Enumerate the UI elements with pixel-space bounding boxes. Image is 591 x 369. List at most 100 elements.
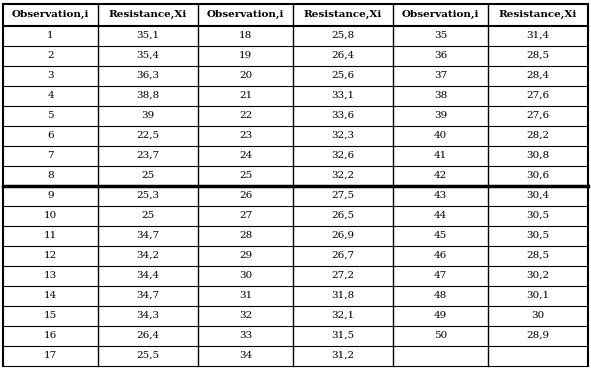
Text: 34,2: 34,2: [137, 251, 160, 260]
Text: 8: 8: [47, 171, 54, 180]
Text: 36: 36: [434, 51, 447, 60]
Text: 28,2: 28,2: [527, 131, 550, 140]
Text: 25: 25: [141, 211, 155, 220]
Text: 41: 41: [434, 151, 447, 160]
Text: 26,4: 26,4: [137, 331, 160, 340]
Text: Observation,i: Observation,i: [12, 10, 89, 19]
Text: 19: 19: [239, 51, 252, 60]
Text: 15: 15: [44, 311, 57, 320]
Text: 30,5: 30,5: [527, 231, 550, 240]
Text: 49: 49: [434, 311, 447, 320]
Text: 42: 42: [434, 171, 447, 180]
Text: 35: 35: [434, 31, 447, 40]
Text: Resistance,Xi: Resistance,Xi: [109, 10, 187, 19]
Text: 30,1: 30,1: [527, 291, 550, 300]
Text: 26,7: 26,7: [332, 251, 355, 260]
Text: 26,9: 26,9: [332, 231, 355, 240]
Text: 31,2: 31,2: [332, 351, 355, 360]
Text: 32: 32: [239, 311, 252, 320]
Text: 32,1: 32,1: [332, 311, 355, 320]
Text: 25: 25: [141, 171, 155, 180]
Text: 27: 27: [239, 211, 252, 220]
Text: 39: 39: [141, 111, 155, 120]
Text: 4: 4: [47, 91, 54, 100]
Text: 30,6: 30,6: [527, 171, 550, 180]
Text: 48: 48: [434, 291, 447, 300]
Text: 33: 33: [239, 331, 252, 340]
Text: 27,6: 27,6: [527, 91, 550, 100]
Text: 29: 29: [239, 251, 252, 260]
Text: 2: 2: [47, 51, 54, 60]
Text: 30,2: 30,2: [527, 271, 550, 280]
Text: 21: 21: [239, 91, 252, 100]
Text: 34,4: 34,4: [137, 271, 160, 280]
Text: 27,2: 27,2: [332, 271, 355, 280]
Text: 25,3: 25,3: [137, 191, 160, 200]
Text: 13: 13: [44, 271, 57, 280]
Text: 23,7: 23,7: [137, 151, 160, 160]
Text: 26: 26: [239, 191, 252, 200]
Text: 28: 28: [239, 231, 252, 240]
Text: 17: 17: [44, 351, 57, 360]
Text: 33,1: 33,1: [332, 91, 355, 100]
Text: Observation,i: Observation,i: [402, 10, 479, 19]
Text: 30,5: 30,5: [527, 211, 550, 220]
Text: 26,5: 26,5: [332, 211, 355, 220]
Text: 39: 39: [434, 111, 447, 120]
Text: 27,5: 27,5: [332, 191, 355, 200]
Text: 34,7: 34,7: [137, 291, 160, 300]
Text: 40: 40: [434, 131, 447, 140]
Text: 1: 1: [47, 31, 54, 40]
Text: 31,5: 31,5: [332, 331, 355, 340]
Text: 28,4: 28,4: [527, 71, 550, 80]
Text: 23: 23: [239, 131, 252, 140]
Text: 28,5: 28,5: [527, 51, 550, 60]
Text: 6: 6: [47, 131, 54, 140]
Text: 3: 3: [47, 71, 54, 80]
Text: 38: 38: [434, 91, 447, 100]
Text: 25: 25: [239, 171, 252, 180]
Text: 35,4: 35,4: [137, 51, 160, 60]
Text: 30,8: 30,8: [527, 151, 550, 160]
Text: 12: 12: [44, 251, 57, 260]
Text: 32,6: 32,6: [332, 151, 355, 160]
Text: 26,4: 26,4: [332, 51, 355, 60]
Text: 34,3: 34,3: [137, 311, 160, 320]
Text: 31: 31: [239, 291, 252, 300]
Text: 32,3: 32,3: [332, 131, 355, 140]
Text: 35,1: 35,1: [137, 31, 160, 40]
Text: 25,8: 25,8: [332, 31, 355, 40]
Text: Resistance,Xi: Resistance,Xi: [304, 10, 382, 19]
Text: 37: 37: [434, 71, 447, 80]
Text: 34,7: 34,7: [137, 231, 160, 240]
Text: 25,6: 25,6: [332, 71, 355, 80]
Text: 44: 44: [434, 211, 447, 220]
Text: 34: 34: [239, 351, 252, 360]
Text: 10: 10: [44, 211, 57, 220]
Text: 31,8: 31,8: [332, 291, 355, 300]
Text: 24: 24: [239, 151, 252, 160]
Text: 16: 16: [44, 331, 57, 340]
Text: 46: 46: [434, 251, 447, 260]
Text: 31,4: 31,4: [527, 31, 550, 40]
Text: Resistance,Xi: Resistance,Xi: [499, 10, 577, 19]
Text: 47: 47: [434, 271, 447, 280]
Text: 36,3: 36,3: [137, 71, 160, 80]
Text: 27,6: 27,6: [527, 111, 550, 120]
Text: 7: 7: [47, 151, 54, 160]
Text: 43: 43: [434, 191, 447, 200]
Text: 14: 14: [44, 291, 57, 300]
Text: 9: 9: [47, 191, 54, 200]
Text: 25,5: 25,5: [137, 351, 160, 360]
Text: 18: 18: [239, 31, 252, 40]
Text: 30,4: 30,4: [527, 191, 550, 200]
Text: 11: 11: [44, 231, 57, 240]
Text: Observation,i: Observation,i: [207, 10, 284, 19]
Text: 50: 50: [434, 331, 447, 340]
Text: 22: 22: [239, 111, 252, 120]
Text: 22,5: 22,5: [137, 131, 160, 140]
Text: 20: 20: [239, 71, 252, 80]
Text: 45: 45: [434, 231, 447, 240]
Text: 32,2: 32,2: [332, 171, 355, 180]
Text: 33,6: 33,6: [332, 111, 355, 120]
